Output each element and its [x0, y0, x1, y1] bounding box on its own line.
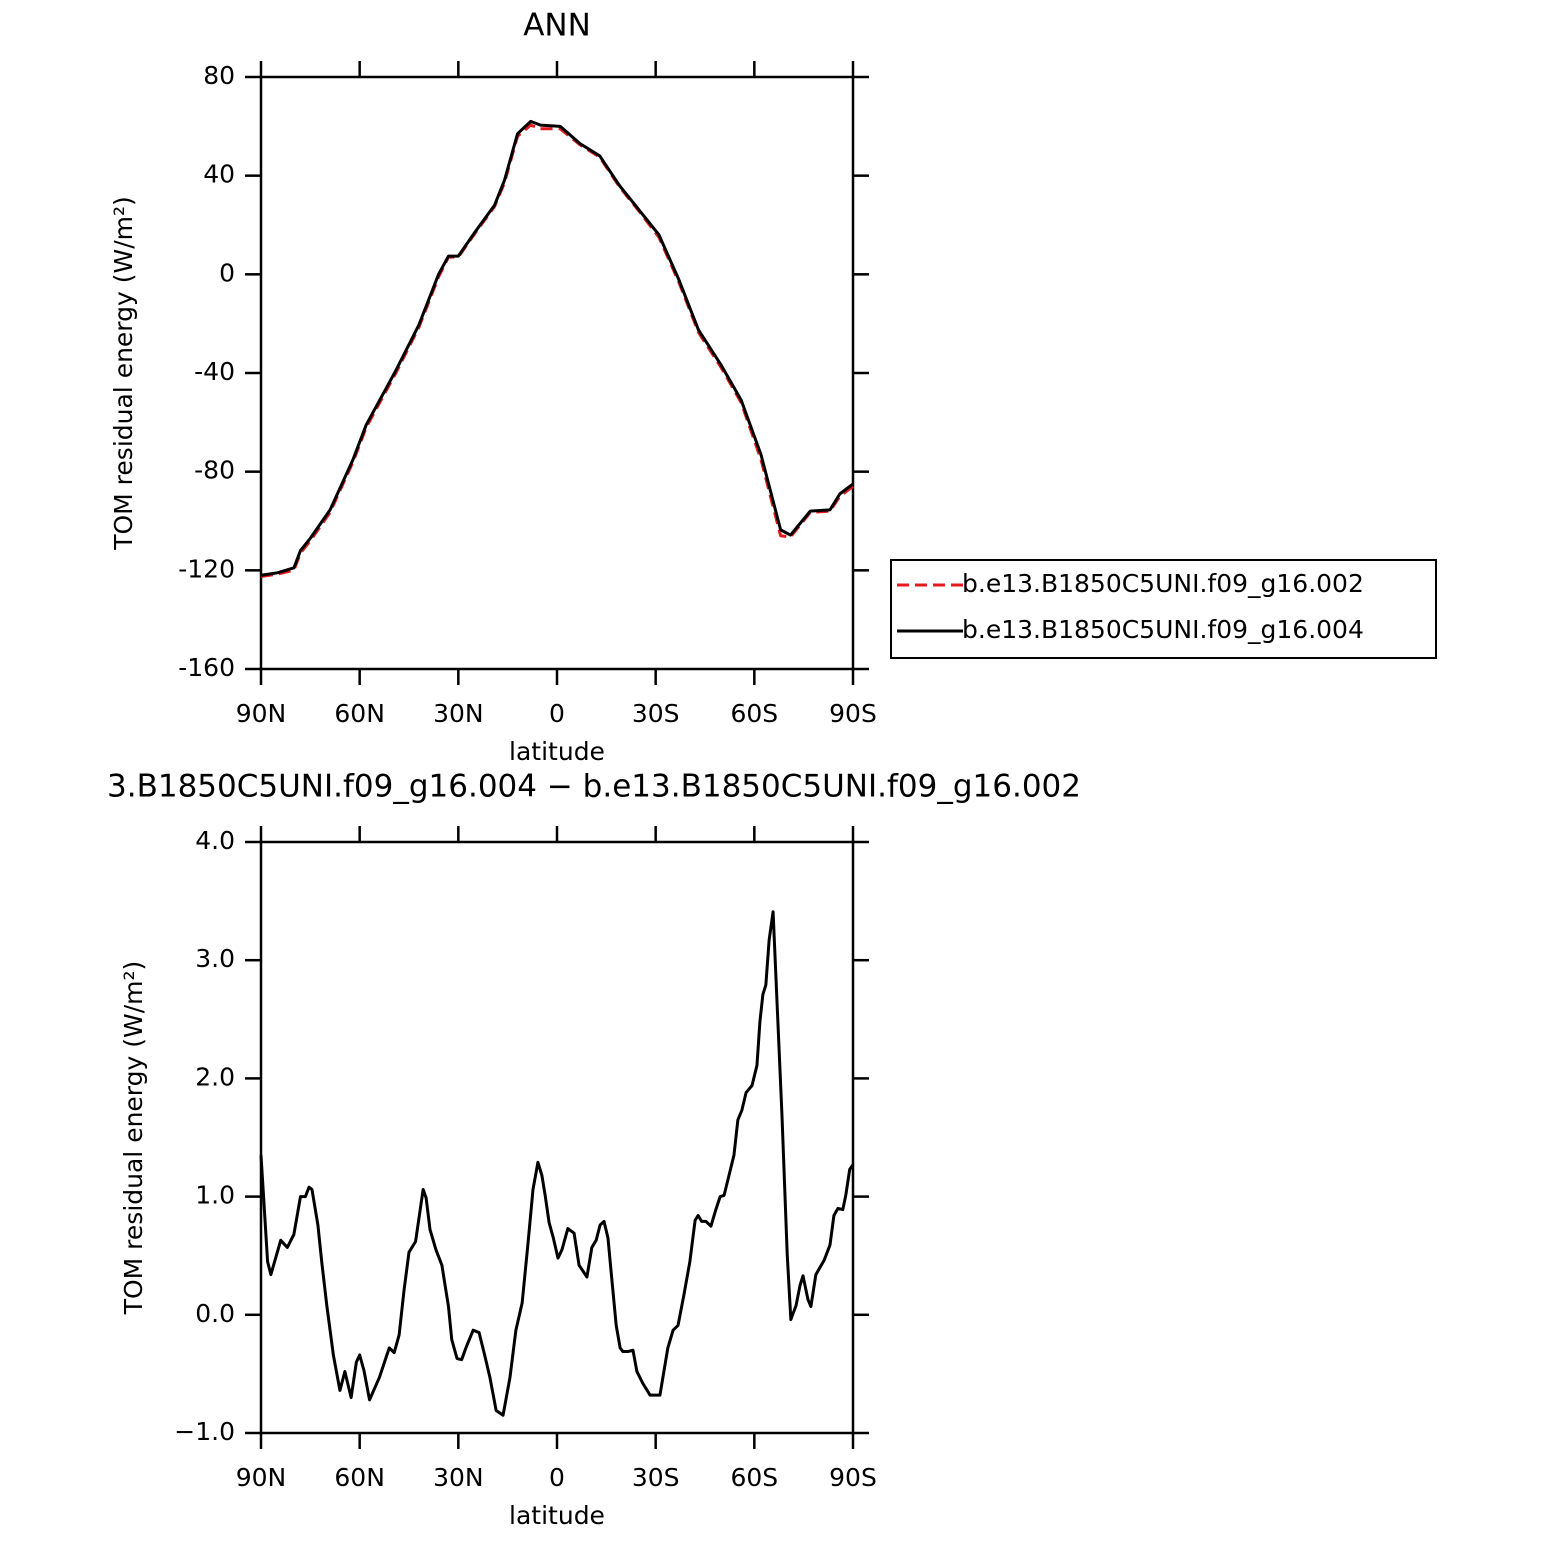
chart-title: 3.B1850C5UNI.f09_g16.004 − b.e13.B1850C5… — [107, 769, 1081, 805]
data-line — [260, 119, 854, 577]
data-line — [260, 123, 854, 578]
y-tick-label: -40 — [194, 357, 235, 386]
data-line — [259, 910, 855, 1417]
y-tick-label: 0 — [219, 258, 235, 287]
plot-frame — [259, 840, 855, 1435]
x-tick-label: 90S — [829, 1463, 877, 1492]
plot-frame — [259, 75, 855, 671]
y-tick-label: 1.0 — [195, 1181, 235, 1210]
x-tick-label: 30S — [632, 1463, 680, 1492]
legend-label: b.e13.B1850C5UNI.f09_g16.002 — [962, 569, 1364, 598]
y-tick-label: 0.0 — [195, 1299, 235, 1328]
x-tick-label: 90N — [236, 699, 287, 728]
y-tick-label: 80 — [203, 61, 235, 90]
x-tick-label: 60N — [334, 1463, 385, 1492]
y-tick-label: -160 — [178, 653, 235, 682]
x-axis-label: latitude — [509, 737, 605, 766]
x-tick-label: 30N — [433, 699, 484, 728]
x-axis-label: latitude — [509, 1501, 605, 1530]
x-tick-label: 90S — [829, 699, 877, 728]
x-tick-label: 60S — [730, 699, 778, 728]
y-tick-label: -120 — [178, 554, 235, 583]
y-tick-label: 2.0 — [195, 1062, 235, 1091]
y-tick-label: 4.0 — [195, 826, 235, 855]
y-tick-label: 3.0 — [195, 944, 235, 973]
y-tick-label: -80 — [194, 456, 235, 485]
y-tick-label: −1.0 — [174, 1417, 235, 1446]
x-tick-label: 60S — [730, 1463, 778, 1492]
y-axis-label: TOM residual energy (W/m²) — [109, 196, 138, 551]
y-axis-label: TOM residual energy (W/m²) — [119, 961, 148, 1316]
x-tick-label: 90N — [236, 1463, 287, 1492]
y-tick-label: 40 — [203, 160, 235, 189]
legend-label: b.e13.B1850C5UNI.f09_g16.004 — [962, 615, 1364, 644]
x-tick-label: 0 — [549, 699, 565, 728]
chart-title: ANN — [523, 8, 591, 44]
x-tick-label: 60N — [334, 699, 385, 728]
x-tick-label: 30N — [433, 1463, 484, 1492]
x-tick-label: 30S — [632, 699, 680, 728]
legend-box — [890, 559, 1437, 659]
x-tick-label: 0 — [549, 1463, 565, 1492]
